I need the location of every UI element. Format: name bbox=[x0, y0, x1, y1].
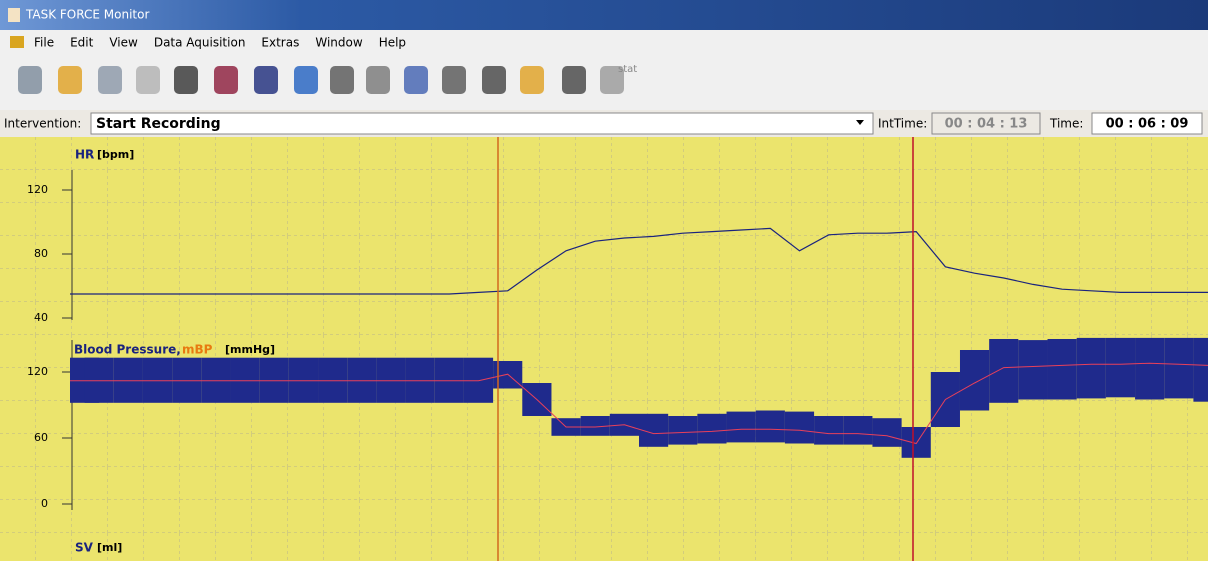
tool-button[interactable] bbox=[562, 66, 586, 94]
bp-band bbox=[435, 358, 464, 403]
bp-band bbox=[843, 416, 872, 445]
bp-band bbox=[406, 358, 435, 403]
menu-item[interactable]: Help bbox=[379, 36, 406, 50]
app-window: TASK FORCE Monitor File Edit View Data Aqui… bbox=[0, 0, 1208, 561]
y-tick-label: 0 bbox=[41, 497, 48, 510]
bp-band bbox=[172, 358, 201, 403]
page: TASK FORCE Monitor File Edit View Data Aqui… bbox=[0, 0, 1208, 561]
bp-unit: [mmHg] bbox=[225, 343, 275, 356]
tool-button[interactable] bbox=[214, 66, 238, 94]
bp-band bbox=[376, 358, 405, 403]
menu-item[interactable]: Data Aquisition bbox=[154, 36, 246, 50]
tool-button[interactable] bbox=[98, 66, 122, 94]
bp-band bbox=[318, 358, 347, 403]
bp-band bbox=[697, 414, 726, 444]
bp-band bbox=[1018, 340, 1047, 399]
intervention-label: Intervention: bbox=[4, 117, 81, 131]
bp-band bbox=[464, 358, 493, 403]
menu-item[interactable]: Window bbox=[315, 36, 363, 50]
bp-mean-label: mBP bbox=[182, 343, 213, 357]
tool-button[interactable] bbox=[366, 66, 390, 94]
sv-title: SV bbox=[75, 541, 94, 555]
intervention-value: Start Recording bbox=[96, 116, 221, 132]
inttime-label: IntTime: bbox=[878, 117, 927, 131]
bp-band bbox=[960, 350, 989, 411]
bp-band bbox=[1048, 339, 1077, 400]
time-label: Time: bbox=[1049, 117, 1083, 131]
bp-band bbox=[143, 358, 172, 403]
bp-band bbox=[260, 358, 289, 403]
bp-band bbox=[872, 418, 901, 447]
time-value: 00 : 06 : 09 bbox=[1106, 117, 1189, 132]
bp-band bbox=[201, 358, 230, 403]
bp-band bbox=[114, 358, 143, 403]
inttime-value: 00 : 04 : 13 bbox=[945, 117, 1028, 132]
app-icon bbox=[8, 8, 20, 22]
tool-button[interactable] bbox=[136, 66, 160, 94]
tool-button[interactable] bbox=[442, 66, 466, 94]
tool-button[interactable] bbox=[18, 66, 42, 94]
menu-item[interactable]: View bbox=[109, 36, 138, 50]
menu-item[interactable]: Edit bbox=[70, 36, 94, 50]
bp-band bbox=[289, 358, 318, 403]
menu-bar: File Edit View Data Aquisition Extras Window H… bbox=[10, 36, 406, 50]
tool-button[interactable] bbox=[482, 66, 506, 94]
bp-title: Blood Pressure, bbox=[74, 343, 181, 357]
bp-band bbox=[85, 358, 114, 403]
sv-unit: [ml] bbox=[97, 541, 122, 554]
title-bar bbox=[0, 0, 1208, 30]
y-tick-label: 40 bbox=[34, 311, 48, 324]
y-tick-label: 120 bbox=[27, 183, 48, 196]
bp-band bbox=[785, 412, 814, 444]
tool-button[interactable] bbox=[294, 66, 318, 94]
bp-band bbox=[1193, 338, 1208, 402]
bp-band bbox=[347, 358, 376, 403]
hr-title: HR bbox=[75, 148, 94, 162]
tool-button[interactable] bbox=[174, 66, 198, 94]
bp-band bbox=[902, 427, 931, 458]
window-title: TASK FORCE Monitor bbox=[25, 8, 149, 22]
tool-button[interactable] bbox=[254, 66, 278, 94]
hr-unit: [bpm] bbox=[97, 148, 134, 161]
bp-band bbox=[230, 358, 259, 403]
menu-icon bbox=[10, 36, 24, 48]
bp-band bbox=[1106, 338, 1135, 397]
menu-item[interactable]: Extras bbox=[261, 36, 299, 50]
bp-band bbox=[989, 339, 1018, 403]
bp-band bbox=[1135, 338, 1164, 400]
y-tick-label: 80 bbox=[34, 247, 48, 260]
tool-button[interactable] bbox=[404, 66, 428, 94]
tool-button[interactable] bbox=[58, 66, 82, 94]
tool-button[interactable] bbox=[520, 66, 544, 94]
bp-band bbox=[727, 412, 756, 443]
y-tick-label: 60 bbox=[34, 431, 48, 444]
bp-band bbox=[1164, 338, 1193, 399]
bp-band bbox=[814, 416, 843, 445]
tool-label: stat bbox=[618, 64, 637, 75]
bp-band bbox=[668, 416, 697, 445]
y-tick-label: 120 bbox=[27, 365, 48, 378]
bp-band bbox=[1077, 338, 1106, 399]
bp-band bbox=[756, 411, 785, 443]
menu-item[interactable]: File bbox=[34, 36, 54, 50]
tool-button[interactable] bbox=[330, 66, 354, 94]
